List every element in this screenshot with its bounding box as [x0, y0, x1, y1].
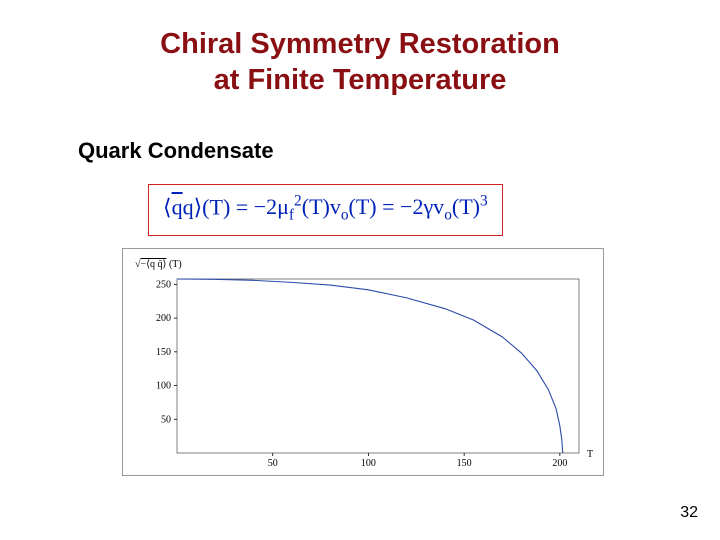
- svg-text:200: 200: [156, 313, 171, 324]
- title-line-2: at Finite Temperature: [214, 64, 507, 96]
- svg-text:100: 100: [361, 458, 376, 469]
- equation-term1: −2μf2(T)vo(T): [254, 194, 377, 219]
- svg-text:50: 50: [268, 458, 278, 469]
- chart-svg: √−⟨q q̄⟩ (T) 50100150200 50100150200250 …: [123, 249, 603, 475]
- equation-eq: =: [236, 194, 254, 219]
- svg-text:200: 200: [552, 458, 567, 469]
- plot-frame: [177, 279, 579, 453]
- svg-text:50: 50: [161, 414, 171, 425]
- slide-number: 32: [680, 504, 698, 522]
- equation-lhs: ⟨qq⟩(T): [163, 194, 230, 219]
- condensate-chart: √−⟨q q̄⟩ (T) 50100150200 50100150200250 …: [122, 248, 604, 476]
- section-heading: Quark Condensate: [78, 138, 274, 164]
- x-axis-ticks: 50 100 150 200: [268, 453, 568, 469]
- curve-line: [177, 279, 563, 453]
- y-axis-ticks: 50 100 150 200 250: [156, 279, 177, 425]
- svg-text:250: 250: [156, 279, 171, 290]
- title-line-1: Chiral Symmetry Restoration: [160, 28, 560, 60]
- equation-box: ⟨qq⟩(T) = −2μf2(T)vo(T) = −2γvo(T)3: [148, 184, 503, 236]
- svg-text:150: 150: [457, 458, 472, 469]
- svg-text:150: 150: [156, 347, 171, 358]
- y-axis-label: √−⟨q q̄⟩ (T): [135, 259, 182, 270]
- svg-text:100: 100: [156, 381, 171, 392]
- slide-title: Chiral Symmetry Restoration at Finite Te…: [0, 26, 720, 99]
- equation-term2: = −2γvo(T)3: [382, 194, 488, 219]
- x-axis-label: T: [587, 449, 593, 460]
